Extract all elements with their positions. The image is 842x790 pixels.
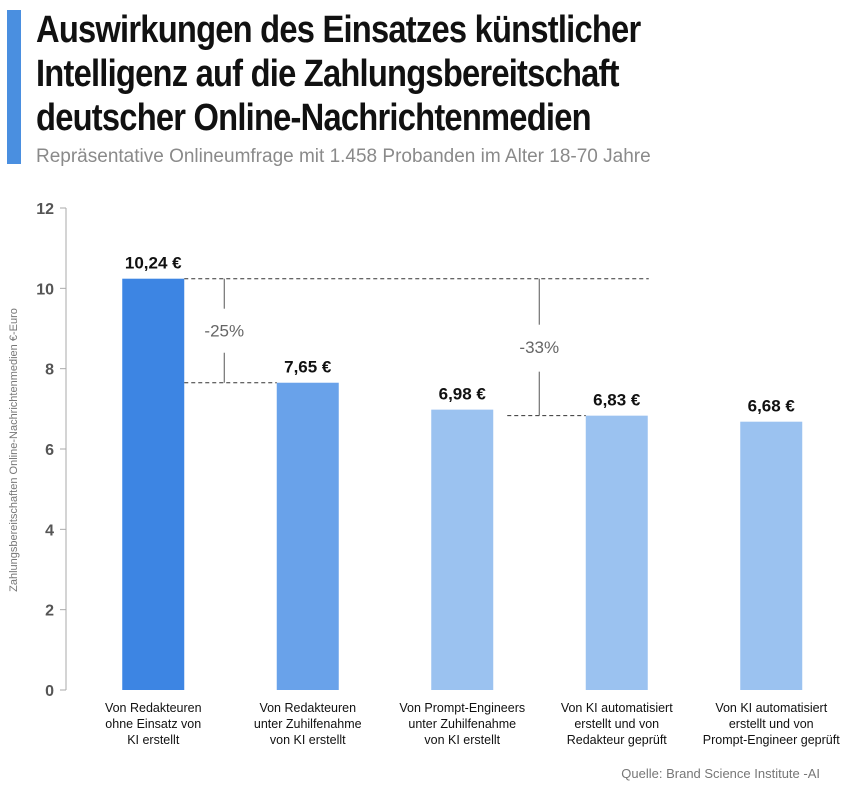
y-tick-label: 8 bbox=[45, 362, 54, 379]
bar bbox=[122, 278, 185, 690]
category-label: Von KI automatisiert erstellt und von Prom… bbox=[703, 701, 840, 747]
category-label: Von KI automatisiert erstellt und von Reda… bbox=[561, 701, 673, 747]
source-note: Quelle: Brand Science Institute -AI bbox=[621, 766, 820, 781]
bar-value-label: 10,24 € bbox=[125, 254, 182, 273]
y-tick-label: 2 bbox=[45, 603, 54, 620]
title-accent-bar bbox=[7, 10, 21, 164]
bar bbox=[276, 382, 339, 690]
chart-title: Auswirkungen des Einsatzes künstlicher I… bbox=[36, 9, 641, 139]
y-tick-label: 12 bbox=[36, 201, 54, 218]
chart-subtitle: Repräsentative Onlineumfrage mit 1.458 P… bbox=[36, 146, 651, 167]
annotation-25-label: -25% bbox=[204, 322, 244, 341]
bar-value-label: 6,83 € bbox=[593, 391, 641, 410]
y-tick-label: 4 bbox=[45, 522, 54, 539]
bar bbox=[431, 409, 494, 690]
bar bbox=[740, 421, 803, 690]
annotation-33-label: -33% bbox=[519, 338, 559, 357]
y-tick-label: 10 bbox=[36, 281, 54, 298]
bar-value-label: 6,98 € bbox=[439, 385, 487, 404]
bar-value-label: 7,65 € bbox=[284, 358, 332, 377]
y-tick-label: 0 bbox=[45, 683, 54, 700]
category-label: Von Prompt-Engineers unter Zuhilfenahme vo… bbox=[399, 701, 525, 747]
category-label: Von Redakteuren ohne Einsatz von KI erstel… bbox=[105, 701, 202, 747]
bar-value-label: 6,68 € bbox=[748, 397, 796, 416]
y-tick-label: 6 bbox=[45, 442, 54, 459]
bar bbox=[585, 415, 648, 690]
category-label: Von Redakteuren unter Zuhilfenahme von KI … bbox=[254, 701, 362, 747]
bar-chart: 0 2 4 6 8 10 12 10,24 € Von Redakteuren ohne Eins… bbox=[36, 201, 840, 747]
